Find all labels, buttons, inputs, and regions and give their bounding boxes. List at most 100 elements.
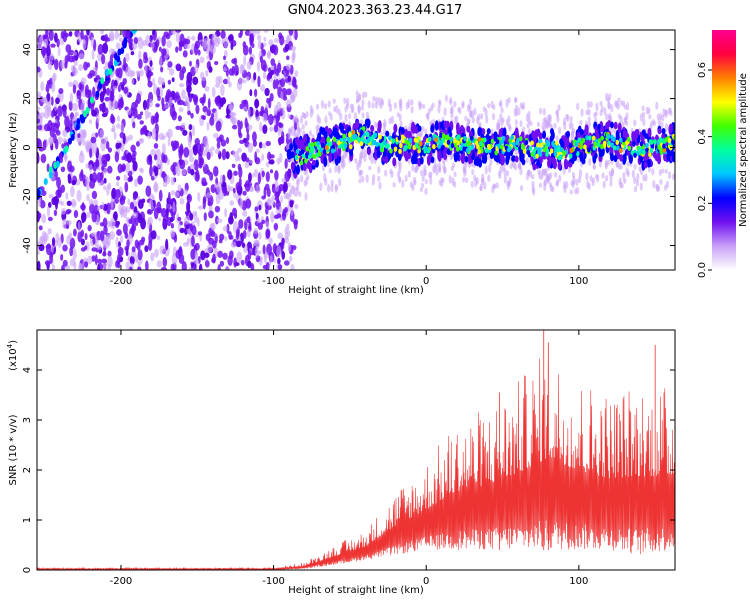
spectrogram-cell	[111, 49, 116, 54]
spectrogram-cell	[619, 162, 623, 170]
spectrogram-cell	[72, 67, 78, 76]
spectrogram-cell	[443, 153, 448, 161]
spectrogram-cell	[302, 162, 307, 172]
spectrogram-cell	[265, 140, 271, 147]
snr-frame	[36, 329, 676, 571]
spectrogram-cell	[483, 181, 487, 190]
spectrogram-cell	[657, 117, 661, 127]
spectrogram-cell	[610, 103, 614, 113]
spectrogram-cell	[384, 155, 389, 164]
spectrogram-cell	[487, 174, 491, 182]
spectrogram-cell	[260, 59, 267, 71]
spectrogram-cell	[80, 238, 86, 246]
spectrogram-cell	[208, 210, 214, 219]
spectrogram-cell	[418, 103, 422, 111]
spectrogram-ridge-cell	[500, 139, 504, 145]
spectrogram-cell	[282, 75, 289, 80]
spectrogram-cell	[131, 78, 135, 85]
spectrogram-cell	[306, 174, 310, 181]
spectrogram-cell	[600, 125, 605, 133]
spectrogram-cell	[669, 111, 673, 117]
spectrogram-ridge-cell	[588, 135, 592, 141]
spectrogram-cell	[119, 131, 125, 139]
spectrogram-cell	[161, 77, 166, 86]
spectrogram-cell	[265, 229, 270, 239]
spectrogram-cell	[361, 176, 365, 183]
spectrogram-ridge-cell	[398, 148, 402, 154]
spectrogram-cell	[429, 176, 433, 185]
spectrogram-cell	[204, 141, 209, 153]
spectrogram-cell	[241, 242, 246, 248]
spectrogram-cell	[609, 121, 614, 129]
spectrogram-cell	[319, 182, 323, 192]
spectrogram-trace-cell	[43, 178, 48, 186]
spectrogram-cell	[211, 32, 218, 45]
x-tick-label: -100	[262, 276, 285, 287]
spectrogram-cell	[261, 153, 265, 161]
spectrogram-cell	[170, 164, 176, 173]
spectrogram-cell	[356, 162, 360, 171]
spectrogram-cell	[247, 106, 251, 118]
spectrogram-cell	[323, 131, 328, 139]
spectrogram-ridge-cell	[574, 141, 579, 148]
spectrogram-cell	[165, 208, 169, 219]
spectrogram-cell	[57, 136, 63, 145]
spectrogram-cell	[96, 166, 101, 171]
spectrogram-cell	[603, 107, 607, 116]
spectrogram-cell	[162, 256, 168, 268]
spectrogram-cell	[58, 88, 64, 95]
spectrogram-cell	[289, 205, 294, 216]
spectrogram-cell	[300, 174, 304, 183]
spectrogram-cell	[57, 186, 62, 199]
spectrogram-cell	[80, 77, 87, 85]
spectrogram-ridge-cell	[591, 135, 596, 141]
spectrogram-cell	[54, 58, 59, 71]
spectrogram-ridge-cell	[304, 158, 308, 164]
spectrogram-cell	[214, 110, 218, 122]
spectrogram-cell	[237, 147, 242, 153]
spectrogram-cell	[301, 123, 305, 130]
spectrogram-cell	[251, 43, 255, 49]
spectrogram-cell	[473, 157, 478, 166]
spectrogram-cell	[145, 260, 149, 270]
spectrogram-cell	[246, 132, 250, 142]
spectrogram-cell	[112, 99, 118, 109]
spectrogram-cell	[645, 106, 649, 115]
spectrogram-cell	[295, 164, 300, 175]
spectrogram-cell	[607, 93, 612, 101]
spectrogram-cell	[37, 260, 41, 270]
spectrogram-ridge-cell	[612, 136, 616, 142]
spectrogram-cell	[398, 176, 402, 182]
spectrogram-ridge-cell	[648, 152, 652, 158]
spectrogram-cell	[287, 182, 291, 188]
spectrogram-cell	[40, 153, 47, 164]
spectrogram-cell	[154, 166, 159, 177]
y-tick-label: 0	[22, 144, 33, 150]
spectrogram-cell	[194, 172, 200, 182]
spectrogram-trace-cell	[126, 31, 131, 39]
spectrogram-ridge-cell	[662, 147, 667, 153]
spectrogram-cell	[531, 130, 536, 139]
spectrogram-cell	[283, 39, 289, 45]
spectrogram-ridge-cell	[648, 139, 653, 145]
spectrogram-cell	[437, 105, 441, 114]
spectrogram-cell	[103, 177, 107, 184]
spectrogram-ridge-cell	[568, 143, 573, 149]
spectrogram-cell	[609, 180, 613, 187]
spectrogram-cell	[519, 102, 523, 109]
spectrogram-cell	[113, 211, 118, 222]
colorbar-tick-label: 0.6	[697, 62, 708, 78]
spectrogram-cell	[173, 234, 178, 243]
spectrogram-cell	[184, 43, 191, 50]
snr-x-ticks: -200 -100 0 100	[110, 330, 588, 587]
spectrogram-cell	[269, 255, 273, 263]
spectrogram-cell	[270, 64, 275, 70]
spectrogram-cell	[83, 61, 89, 71]
spectrogram-cell	[199, 56, 205, 64]
spectrogram-cell	[62, 107, 67, 118]
spectrogram-cell	[161, 135, 166, 140]
spectrogram-cell	[285, 88, 292, 96]
spectrogram-cell	[586, 100, 591, 109]
spectrogram-cell	[153, 207, 159, 220]
spectrogram-cell	[622, 129, 627, 140]
